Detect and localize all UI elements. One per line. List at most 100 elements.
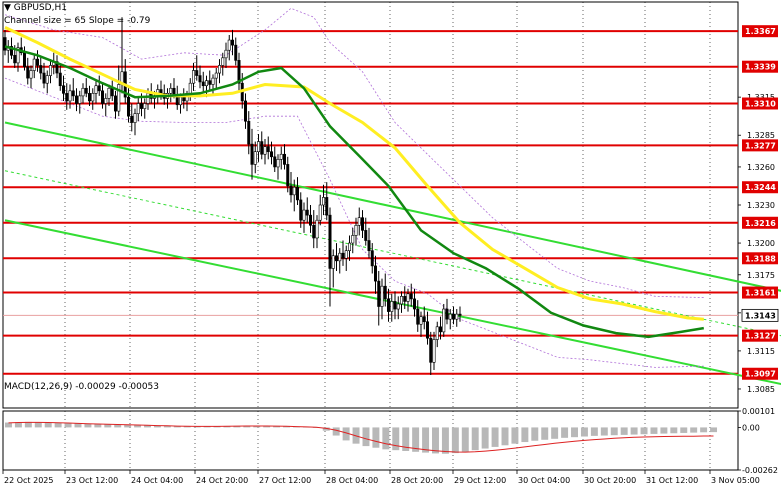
macd-histogram-bar: [183, 426, 191, 428]
x-tick-label: 29 Oct 12:00: [454, 476, 506, 485]
candle-body-down: [438, 326, 442, 333]
macd-histogram-bar: [451, 427, 459, 454]
candle: [94, 80, 98, 104]
macd-histogram-bar: [114, 424, 122, 428]
candle-body-down: [260, 141, 264, 155]
macd-histogram-bar: [412, 427, 420, 452]
candle: [367, 227, 371, 259]
candle-body-down: [84, 87, 88, 94]
candle-body-down: [273, 156, 277, 168]
candle-body-up: [32, 58, 36, 71]
macd-histogram-bar: [541, 427, 549, 440]
level-price-label: 1.3097: [745, 370, 776, 379]
ma-slow-line: [4, 26, 704, 321]
candle: [195, 55, 199, 81]
candle: [224, 42, 228, 68]
candle: [84, 78, 88, 98]
candle-body-down: [39, 65, 43, 74]
candle: [16, 42, 20, 72]
bollinger-upper-line: [4, 7, 704, 298]
candle: [97, 75, 101, 96]
candle-body-down: [377, 280, 381, 307]
candle: [312, 210, 316, 249]
candle-body-up: [133, 113, 137, 123]
candle-body-down: [65, 93, 69, 102]
ma-fast-line: [4, 45, 705, 339]
y-tick-label: 1.3285: [747, 131, 775, 140]
candle: [328, 207, 332, 307]
macd-histogram-bar: [710, 427, 718, 433]
candle-body-up: [344, 250, 348, 259]
candle-body-down: [130, 115, 134, 123]
level-price-label: 1.3127: [745, 332, 776, 341]
macd-histogram-bar: [283, 426, 291, 428]
candle: [211, 74, 215, 95]
macd-histogram-bar: [342, 427, 350, 441]
macd-histogram-bar: [193, 426, 201, 428]
level-price-tag: [742, 286, 778, 299]
candle-body-up: [48, 65, 52, 76]
macd-histogram-bar: [382, 427, 390, 450]
x-tick-label: 28 Oct 20:00: [391, 476, 443, 485]
candle-body-down: [208, 80, 212, 85]
candle-body-up: [107, 87, 111, 99]
symbol-timeframe: GBPUSD,H1: [13, 3, 67, 13]
macd-histogram-bar: [392, 427, 400, 451]
candle: [192, 62, 196, 91]
candle: [458, 306, 462, 322]
level-price-tag: [742, 139, 778, 152]
candle: [435, 321, 439, 348]
candle: [78, 90, 82, 114]
candle-body-down: [231, 39, 235, 46]
candle: [325, 182, 329, 221]
candle-body-down: [42, 72, 46, 84]
candle-body-down: [114, 95, 118, 112]
current-price-tag: [741, 308, 779, 322]
candle: [68, 84, 72, 109]
candle: [208, 70, 212, 91]
candle-body-up: [221, 57, 225, 66]
candle-body-up: [104, 98, 108, 104]
candle: [364, 217, 368, 246]
candle-body-down: [247, 120, 251, 145]
candle-body-down: [412, 298, 416, 310]
candle: [266, 136, 270, 160]
candle-body-up: [78, 95, 82, 104]
macd-histogram-bar: [620, 427, 628, 435]
collapse-triangle-icon[interactable]: ▼: [4, 3, 11, 13]
candle: [45, 70, 49, 94]
candle: [373, 255, 377, 294]
macd-histogram-bar: [84, 423, 92, 428]
candle: [286, 156, 290, 193]
candle: [425, 311, 429, 345]
candle-body-down: [308, 214, 312, 226]
candle-body-up: [227, 39, 231, 51]
candle: [221, 52, 225, 76]
candle: [214, 67, 218, 89]
symbol-label: ▼ GBPUSD,H1: [4, 3, 67, 13]
level-price-tag: [742, 367, 778, 380]
candle: [136, 97, 140, 122]
candle: [260, 131, 264, 160]
macd-histogram-bar: [322, 427, 330, 431]
candle-body-up: [214, 72, 218, 79]
channel-upper-line: [4, 121, 781, 292]
level-price-tag: [742, 60, 778, 73]
candle-body-down: [367, 240, 371, 251]
candle-body-up: [390, 301, 394, 312]
macd-histogram-bar: [461, 427, 469, 452]
macd-histogram-bar: [590, 427, 598, 436]
candle-body-up: [16, 47, 20, 64]
y-tick-label: 1.3230: [747, 201, 775, 210]
candle: [269, 141, 273, 165]
macd-histogram-bar: [571, 427, 578, 438]
candle: [432, 331, 436, 370]
candle-body-down: [22, 52, 26, 68]
candle-body-down: [266, 146, 270, 153]
level-price-tag: [742, 25, 778, 38]
candle-body-down: [364, 230, 368, 241]
level-price-tag: [742, 181, 778, 194]
macd-histogram-bar: [253, 425, 261, 428]
candle-body-up: [455, 313, 459, 320]
